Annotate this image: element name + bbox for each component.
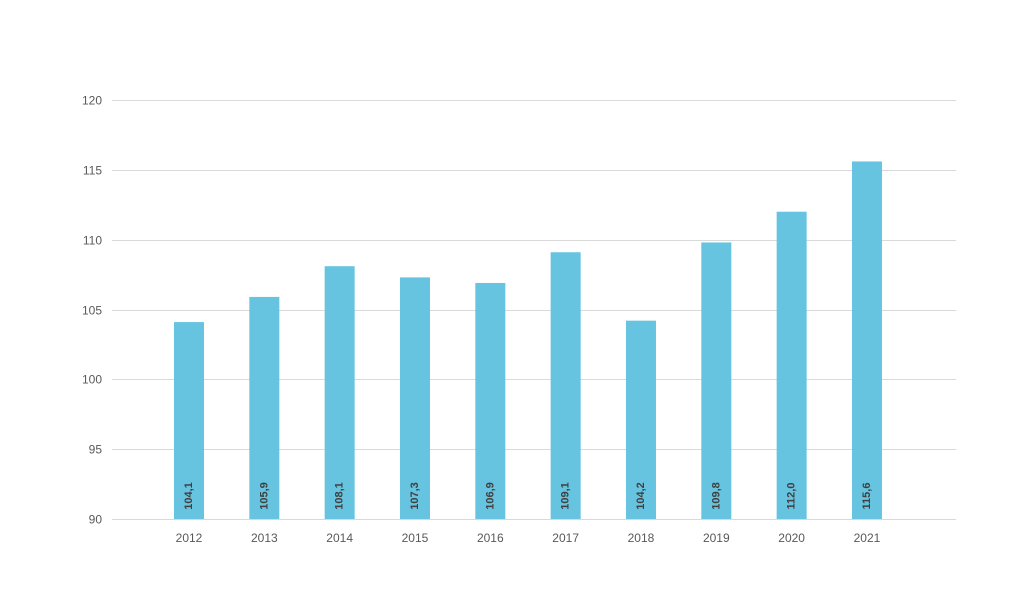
bar (776, 211, 807, 519)
x-tick-label: 2012 (176, 531, 203, 545)
bar (174, 322, 204, 519)
y-tick-label: 110 (83, 234, 102, 248)
data-label: 109,1 (560, 482, 572, 510)
x-tick-label: 2019 (703, 531, 730, 545)
data-label: 104,2 (635, 482, 647, 510)
x-tick-label: 2016 (477, 531, 504, 545)
data-label: 105,9 (258, 482, 270, 510)
x-tick-label: 2014 (326, 531, 353, 545)
bar (701, 242, 732, 519)
data-label: 109,8 (710, 482, 722, 510)
data-label: 104,1 (183, 482, 195, 510)
y-axis-ticks: 90 95 100 105 110 115 120 (82, 94, 102, 527)
bar (550, 252, 581, 519)
bar (324, 266, 355, 519)
bar (475, 282, 506, 519)
gridlines (112, 100, 956, 520)
x-tick-label: 2021 (854, 531, 881, 545)
y-tick-label: 100 (82, 373, 102, 387)
data-labels: 104,1 105,9 108,1 107,3 106,9 109,1 104,2 109,8… (183, 482, 873, 510)
bar (851, 161, 882, 519)
data-label: 112,0 (786, 483, 798, 510)
y-tick-label: 120 (82, 94, 102, 108)
y-tick-label: 105 (82, 304, 102, 318)
x-axis-ticks: 2012 2013 2014 2015 2016 2017 2018 2019 2020 2021 (176, 531, 881, 545)
x-tick-label: 2018 (628, 531, 655, 545)
y-tick-label: 115 (83, 164, 102, 178)
x-tick-label: 2017 (552, 531, 579, 545)
x-tick-label: 2015 (402, 531, 429, 545)
data-label: 106,9 (484, 482, 496, 510)
bar (249, 296, 280, 519)
x-tick-label: 2013 (251, 531, 278, 545)
data-label: 108,1 (334, 482, 346, 510)
data-label: 115,6 (861, 483, 873, 510)
data-label: 107,3 (409, 482, 421, 510)
bar (399, 277, 430, 519)
y-tick-label: 90 (89, 513, 103, 527)
bars (174, 161, 882, 519)
x-tick-label: 2020 (778, 531, 805, 545)
bar (625, 320, 656, 519)
y-tick-label: 95 (89, 443, 103, 457)
